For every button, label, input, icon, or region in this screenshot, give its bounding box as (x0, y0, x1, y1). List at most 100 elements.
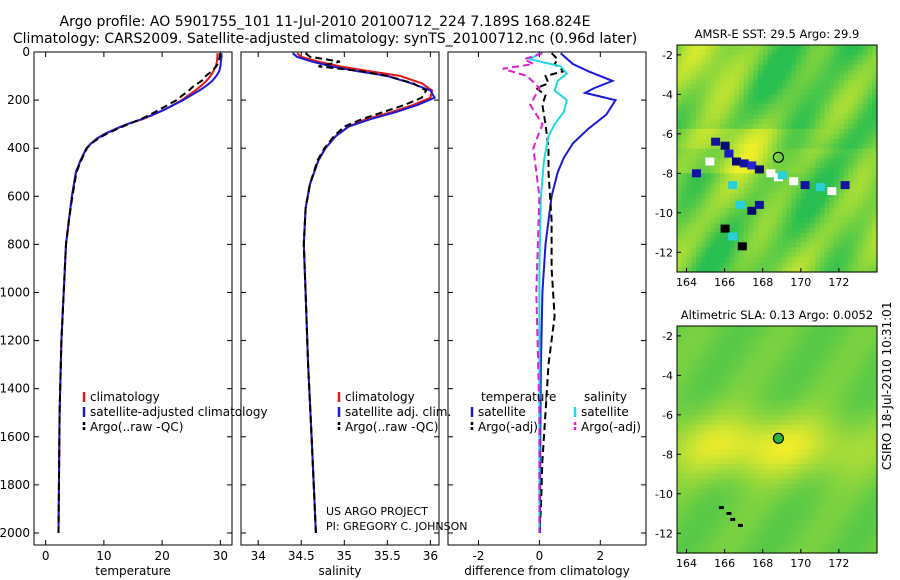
map-sst-cell (805, 45, 811, 51)
map-sla-cell (843, 360, 850, 367)
map-sst-cell (696, 143, 702, 150)
map-sst-cell (772, 49, 778, 56)
map-sla-cell (686, 483, 692, 490)
map-sst-cell (772, 197, 778, 204)
map-sla-cell (767, 419, 773, 426)
map-sla-cell (753, 439, 759, 446)
map-sst-cell (853, 267, 859, 273)
map-sst-cell (757, 79, 764, 86)
map-sla-cell (686, 380, 692, 386)
map-sst-cell (853, 207, 859, 214)
map-sla-cell (677, 419, 683, 426)
map-sla-cell (829, 488, 835, 495)
map-sla-cell (767, 395, 773, 401)
map-sst-cell (819, 94, 826, 100)
map-sla-cell (815, 360, 821, 367)
map-sla-cell (800, 375, 807, 381)
map-sla-cell (734, 503, 740, 510)
map-sla-cell (786, 498, 792, 505)
map-sst-cell (853, 148, 859, 155)
map-sla-cell (691, 548, 697, 554)
map-sla-cell (724, 498, 730, 505)
map-sst-cell (853, 158, 859, 165)
map-sla-cell (743, 424, 750, 431)
map-sst-cell (824, 168, 830, 174)
map-sla-cell (781, 365, 788, 372)
map-sla-cell (872, 513, 878, 520)
map-sla-cell (696, 528, 702, 534)
map-sla-cell (715, 518, 721, 524)
map-sla-cell (757, 395, 764, 401)
map-sla-cell (753, 474, 759, 480)
map-sst-cell (805, 123, 811, 130)
map-sla-cell (715, 419, 721, 426)
map-sla-cell (867, 355, 873, 362)
map-sst-cell (867, 183, 873, 189)
map-sla-cell (824, 380, 830, 386)
map-sst-cell (681, 99, 688, 105)
map-sst-cell (867, 99, 873, 105)
map-x-tick-label-sst-0: 164 (676, 276, 697, 289)
map-sla-cell (743, 508, 750, 515)
map-sla-cell (805, 409, 811, 416)
map-sla-cell (757, 345, 764, 352)
map-sst-cell (691, 114, 697, 120)
map-sla-cell (691, 380, 697, 386)
map-sst-cell (696, 178, 702, 184)
map-sst-cell (843, 99, 850, 105)
map-sst-cell (819, 267, 826, 273)
map-sst-cell (724, 94, 730, 100)
map-sla-cell (862, 424, 869, 431)
map-sla-cell (710, 488, 716, 495)
map-sst-cell (686, 54, 692, 61)
map-sst-cell (762, 84, 769, 91)
map-sst-cell (815, 163, 821, 169)
map-sla-cell (872, 350, 878, 357)
map-sla-cell (729, 513, 735, 520)
map-sla-cell (786, 409, 792, 416)
map-sst-cell (824, 227, 830, 234)
map-sst-cell (796, 128, 802, 135)
map-sla-cell (743, 538, 750, 544)
map-sst-cell (791, 64, 797, 71)
map-sst-cell (753, 143, 759, 150)
map-sla-cell (843, 543, 850, 549)
map-sla-cell (729, 330, 735, 337)
map-sst-cell (681, 69, 688, 76)
map-sla-cell (834, 449, 840, 455)
map-sla-cell (810, 503, 816, 510)
map-sla-cell (772, 513, 778, 520)
map-sst-cell (848, 197, 854, 204)
map-sst-cell (824, 59, 830, 66)
map-sla-cell (748, 478, 754, 485)
map-sla-cell (677, 424, 683, 431)
map-sst-cell (696, 197, 702, 204)
map-sst-cell (853, 188, 859, 194)
map-sst-cell (729, 252, 735, 258)
map-sst-cell (834, 247, 840, 253)
map-sla-cell (686, 340, 692, 347)
map-sla-cell (810, 375, 816, 381)
map-sla-cell (800, 326, 807, 332)
map-sst-cell (810, 257, 816, 263)
map-sst-cell (805, 257, 811, 263)
map-sla-cell (791, 548, 797, 554)
map-sst-cell (810, 138, 816, 145)
map-sla-cell (748, 375, 754, 381)
map-sst-cell (838, 158, 845, 165)
map-sst-cell (705, 193, 711, 199)
map-sst-cell (696, 257, 702, 263)
map-sla-cell (705, 513, 711, 520)
map-sla-cell (800, 444, 807, 450)
map-sla-cell (743, 518, 750, 524)
map-sla-cell (819, 543, 826, 549)
map-sla-cell (857, 543, 864, 549)
map-sla-cell (715, 543, 721, 549)
map-sla-cell (800, 330, 807, 337)
map-sla-cell (796, 330, 802, 337)
map-sla-cell (743, 543, 750, 549)
map-sst-cell (705, 64, 711, 71)
map-sla-cell (834, 548, 840, 554)
map-sla-cell (848, 523, 854, 529)
map-sla-cell (829, 414, 835, 421)
